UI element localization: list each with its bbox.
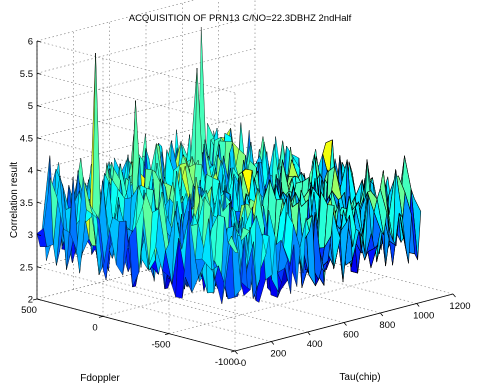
grid-line — [36, 0, 195, 42]
z-tick — [36, 298, 42, 301]
z-tick — [36, 40, 42, 43]
y-tick — [98, 315, 104, 318]
z-tick-label: 5.5 — [20, 69, 33, 80]
y-tick — [164, 333, 170, 336]
grid-line — [36, 15, 256, 74]
x-tick — [452, 293, 456, 298]
z-tick-label: 2.5 — [20, 262, 33, 273]
x-tick-label: 1200 — [449, 301, 470, 312]
surface-patch — [228, 235, 239, 253]
z-tick-label: 5 — [28, 101, 33, 112]
x-tick — [307, 331, 311, 336]
z-tick-label: 4.5 — [20, 133, 33, 144]
x-tick-label: 600 — [343, 330, 359, 341]
z-tick-label: 4 — [28, 166, 33, 177]
y-tick — [32, 298, 38, 301]
z-tick — [36, 266, 42, 269]
x-tick-label: 400 — [307, 339, 323, 350]
z-tick-label: 3.5 — [20, 198, 33, 209]
grid-line — [36, 241, 256, 300]
axes: -0 200 400 600 800 1000 1200 500 0 -500 -1000 2 2.5 3… — [20, 37, 471, 370]
y-axis-label: Fdoppler — [80, 373, 120, 384]
x-tick — [234, 350, 238, 355]
z-tick — [36, 169, 42, 172]
x-tick-label: 200 — [270, 349, 286, 360]
x-tick-label: 800 — [379, 320, 395, 331]
x-axis-label: Tau(chip) — [339, 372, 380, 383]
y-tick-label: -1000 — [215, 357, 239, 368]
z-tick — [36, 234, 42, 236]
grid-line — [36, 40, 236, 94]
x-tick-label: -0 — [238, 358, 246, 369]
correlation-surface — [36, 26, 422, 305]
chart-title: ACQUISITION OF PRN13 C/NO=22.3DBHZ 2ndHa… — [129, 13, 352, 24]
z-tick — [36, 105, 42, 107]
z-tick-label: 6 — [28, 37, 33, 48]
z-tick-label: 2 — [28, 295, 33, 306]
z-tick — [36, 137, 42, 140]
x-tick-label: 1000 — [413, 311, 434, 322]
x-tick — [380, 312, 384, 317]
x-tick — [343, 322, 347, 326]
z-tick — [36, 72, 42, 75]
z-tick-label: 3 — [28, 230, 33, 241]
y-axis-line — [36, 298, 236, 352]
y-tick-label: 0 — [92, 322, 97, 333]
x-tick — [416, 303, 420, 307]
y-tick — [230, 350, 236, 353]
grid-line — [168, 276, 388, 334]
x-tick — [271, 341, 275, 345]
y-tick-label: 500 — [21, 305, 37, 316]
z-axis-label: Correlation result — [9, 162, 20, 238]
y-tick-label: -500 — [151, 340, 170, 351]
z-tick — [36, 201, 42, 204]
